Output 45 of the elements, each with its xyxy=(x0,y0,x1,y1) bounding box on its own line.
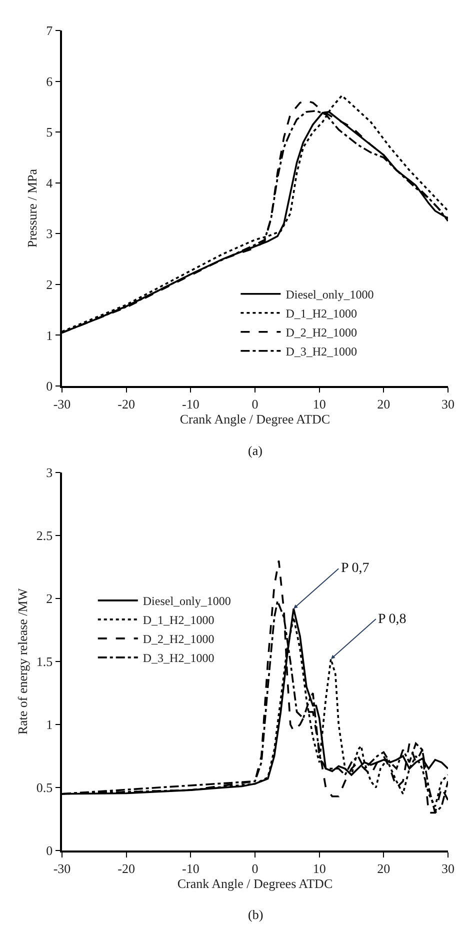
x-tick-label: 20 xyxy=(377,860,390,876)
y-tick-label: 2 xyxy=(46,591,53,606)
x-tick-label: -10 xyxy=(182,860,200,876)
y-tick-label: 1 xyxy=(46,717,53,732)
annotation: P 0,8 xyxy=(378,612,406,627)
legend-label: Diesel_only_1000 xyxy=(286,288,374,302)
y-tick-label: 2.5 xyxy=(36,528,53,544)
x-axis-title: Crank Angle / Degrees ATDC xyxy=(177,876,333,892)
y-tick-label: 2 xyxy=(46,276,53,292)
x-tick-label: -10 xyxy=(182,396,200,412)
x-tick-label: -20 xyxy=(118,396,135,412)
y-tick-label: 3 xyxy=(46,465,53,480)
annotation: P 0,7 xyxy=(341,561,370,576)
y-tick-label: 1 xyxy=(46,328,53,343)
x-tick-label: 10 xyxy=(312,860,326,876)
x-tick-label: -20 xyxy=(118,860,135,876)
y-tick-label: 1.5 xyxy=(36,654,53,670)
legend-label: Diesel_only_1000 xyxy=(142,594,231,608)
y-axis-title: Pressure / MPa xyxy=(24,168,40,248)
y-axis-title: Rate of energy release /MW xyxy=(14,588,30,735)
y-tick-label: 6 xyxy=(46,74,54,89)
x-tick-label: 0 xyxy=(252,860,258,876)
y-tick-label: 0 xyxy=(46,378,53,394)
x-tick-label: 30 xyxy=(442,860,454,876)
y-tick-label: 3 xyxy=(46,226,53,242)
x-axis-title: Crank Angle / Degree ATDC xyxy=(180,411,330,426)
legend-label: D_3_H2_1000 xyxy=(286,344,358,359)
y-tick-label: 0.5 xyxy=(36,780,53,796)
y-tick-label: 7 xyxy=(46,23,54,38)
legend-label: D_3_H2_1000 xyxy=(142,651,214,666)
x-tick-label: 0 xyxy=(252,396,258,412)
y-tick-label: 5 xyxy=(46,124,53,140)
legend-label: D_1_H2_1000 xyxy=(286,306,358,321)
text: (b) xyxy=(248,907,264,922)
y-tick-label: 0 xyxy=(46,843,53,858)
x-tick-label: 30 xyxy=(442,396,454,412)
legend-label: D_1_H2_1000 xyxy=(142,613,214,628)
legend-label: D_2_H2_1000 xyxy=(286,326,358,340)
x-tick-label: 20 xyxy=(377,396,390,412)
x-tick-label: -30 xyxy=(53,396,71,412)
x-tick-label: 10 xyxy=(312,396,326,412)
y-tick-label: 4 xyxy=(46,175,54,190)
x-tick-label: -30 xyxy=(53,860,71,876)
legend-label: D_2_H2_1000 xyxy=(142,632,214,646)
text: (a) xyxy=(248,443,262,458)
